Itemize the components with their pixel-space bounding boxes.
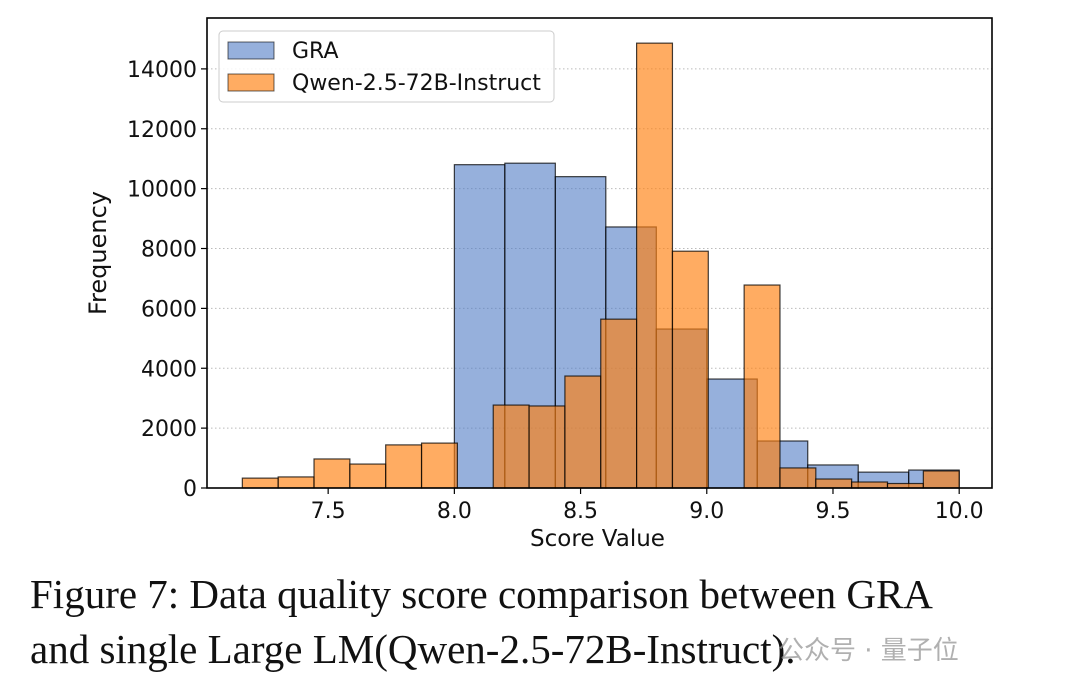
qwen-bar [349,463,387,489]
qwen-bar [492,404,530,489]
histogram-chart: 0 2000 4000 6000 8000 10000 12000 14000 7.5 8.0 8.… [84,17,993,552]
x-tick-label: 9.5 [815,499,850,524]
qwen-bar [241,477,279,489]
qwen-bar [743,284,781,489]
x-tick-label: 7.5 [311,499,346,524]
x-tick-label: 8.0 [437,499,472,524]
watermark: 公众号 · 量子位 [778,636,959,666]
figure-caption-line-1: Figure 7: Data quality score comparison … [30,571,933,617]
legend-swatch-gra [227,41,275,60]
x-tick-label: 9.0 [689,499,724,524]
qwen-bar [564,375,602,489]
qwen-bar [600,318,638,489]
legend-box [218,30,555,103]
qwen-bar [313,458,351,489]
qwen-bar [636,42,674,489]
qwen-bar [851,481,889,489]
y-tick-label: 10000 [127,178,197,203]
legend-label-gra: GRA [292,39,339,64]
x-axis-label: Score Value [530,526,665,552]
legend-label-qwen: Qwen-2.5-72B-Instruct [292,71,541,96]
legend-swatch-qwen [227,73,275,92]
qwen-bar [779,467,817,489]
qwen-bar [922,470,960,489]
x-tick-label: 8.5 [563,499,598,524]
x-tick-label: 10.0 [935,499,984,524]
y-tick-label: 2000 [141,417,197,442]
y-tick-label: 8000 [141,238,197,263]
plot-frame [206,17,993,489]
y-tick-label: 12000 [127,118,197,143]
y-tick-label: 6000 [141,297,197,322]
y-tick-label: 0 [183,477,197,502]
y-tick-label: 4000 [141,357,197,382]
y-axis-label: Frequency [84,191,112,315]
qwen-bar [277,476,315,489]
figure-caption-line-2: and single Large LM(Qwen-2.5-72B-Instruc… [30,626,796,672]
qwen-bar [385,444,423,489]
qwen-bar [671,250,709,489]
qwen-bar [420,442,458,489]
y-tick-label: 14000 [127,58,197,83]
qwen-bar [528,405,566,489]
qwen-bar [815,478,853,489]
